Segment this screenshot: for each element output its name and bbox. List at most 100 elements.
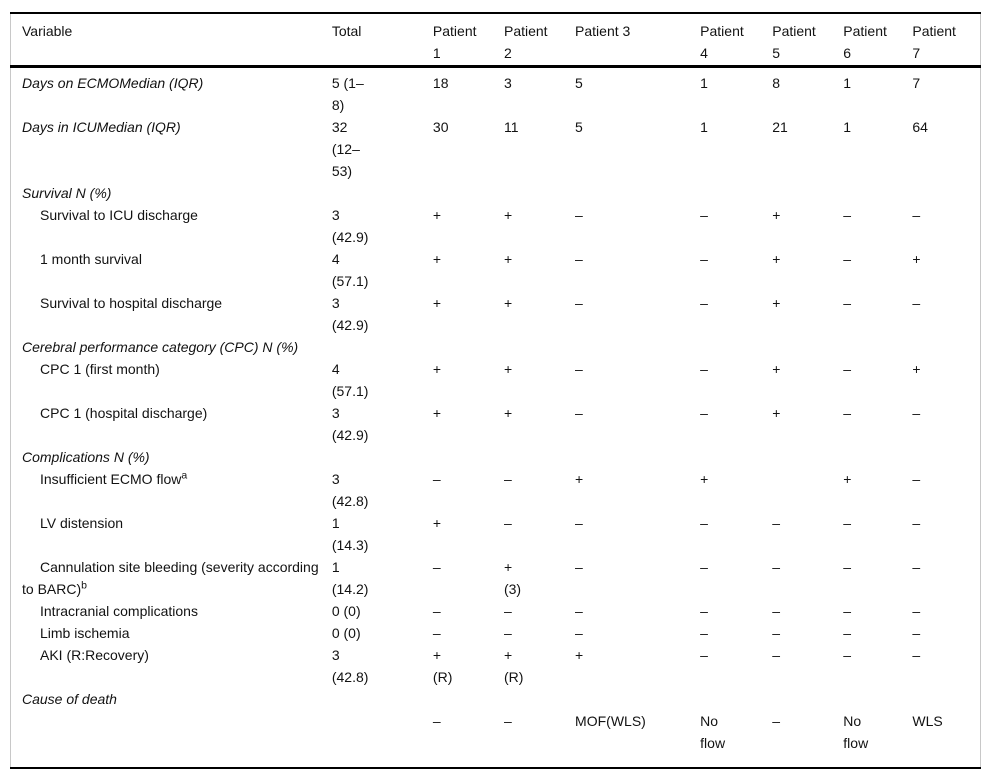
total-cell: 5 (1– 8): [331, 75, 364, 113]
row-label: Days on ECMOMedian (IQR): [11, 67, 332, 117]
patient-5-cell: +: [772, 405, 781, 421]
patient-7-cell: –: [912, 647, 921, 663]
row-label: Survival to ICU discharge: [11, 204, 332, 248]
row-label-text: 1 month survival: [40, 251, 142, 267]
column-header-variable: Variable: [22, 23, 73, 39]
section-row: Complications N (%): [11, 446, 981, 468]
patient-2-cell: +: [503, 251, 513, 267]
row-label: [11, 710, 332, 768]
patient-4-cell: –: [700, 603, 708, 619]
row-label-text: Insufficient ECMO flow: [40, 471, 182, 487]
table-row: Intracranial complications 0 (0) – – – – – – –: [11, 600, 981, 622]
patient-7-cell: 7: [912, 75, 921, 91]
column-header-patient-5: Patient 5: [772, 23, 816, 61]
table-row: CPC 1 (first month) 4 (57.1) + + – – + – +: [11, 358, 981, 402]
patient-1-cell: –: [432, 603, 441, 619]
section-label: Cause of death: [22, 691, 117, 707]
row-label-text: Survival to ICU discharge: [40, 207, 198, 223]
patient-7-cell: WLS: [912, 713, 943, 729]
patient-4-cell: –: [700, 647, 708, 663]
patient-7-cell: +: [912, 251, 921, 267]
patient-6-cell: 1: [843, 75, 852, 91]
patient-2-cell: –: [503, 515, 512, 531]
patient-3-cell: –: [575, 207, 583, 223]
total-cell: 4 (57.1): [331, 361, 369, 399]
patient-5-cell: –: [772, 713, 781, 729]
total-cell: 0 (0): [331, 603, 361, 619]
patient-5-cell: –: [772, 515, 781, 531]
row-label: Cannulation site bleeding (severity acco…: [11, 556, 332, 600]
row-label-text: AKI (R:Recovery): [40, 647, 149, 663]
patient-5-cell: –: [772, 625, 781, 641]
patient-3-cell: –: [575, 603, 583, 619]
patient-6-cell: –: [843, 251, 852, 267]
total-cell: 3 (42.8): [331, 647, 369, 685]
patient-3-cell: –: [575, 295, 583, 311]
row-label: Insufficient ECMO flowa: [11, 468, 332, 512]
section-label: Cerebral performance category (CPC) N (%…: [22, 339, 299, 355]
patient-6-cell: –: [843, 207, 852, 223]
table-row: Cannulation site bleeding (severity acco…: [11, 556, 981, 600]
patient-1-cell: +: [432, 405, 442, 421]
patient-1-cell: –: [432, 625, 441, 641]
patient-1-cell: + (R): [432, 647, 453, 685]
patient-4-cell: –: [700, 515, 708, 531]
patient-3-cell: –: [575, 405, 583, 421]
total-cell: 3 (42.9): [331, 207, 369, 245]
patient-5-cell: 8: [772, 75, 781, 91]
patient-1-cell: +: [432, 251, 442, 267]
patient-4-cell: –: [700, 295, 708, 311]
table-row: CPC 1 (hospital discharge) 3 (42.9) + + – – + –…: [11, 402, 981, 446]
patient-2-cell: +: [503, 405, 513, 421]
patient-2-cell: +: [503, 361, 513, 377]
row-label: LV distension: [11, 512, 332, 556]
section-row: Cerebral performance category (CPC) N (%…: [11, 336, 981, 358]
patient-6-cell: –: [843, 603, 852, 619]
row-label-text: Intracranial complications: [40, 603, 198, 619]
row-label-text: Survival to hospital discharge: [40, 295, 223, 311]
table-row: Survival to hospital discharge 3 (42.9) + +…: [11, 292, 981, 336]
patient-1-cell: –: [432, 471, 441, 487]
table-row: Survival to ICU discharge 3 (42.9) + + – – + – –: [11, 204, 981, 248]
patient-7-cell: –: [912, 625, 921, 641]
row-label-text: Days on ECMOMedian (IQR): [22, 75, 204, 91]
table-header: Variable Total Patient 1 Patient 2 Patie…: [10, 13, 981, 67]
patient-6-cell: –: [843, 295, 852, 311]
patient-2-cell: 11: [503, 119, 519, 135]
patient-2-cell: +: [503, 207, 513, 223]
patient-4-cell: 1: [700, 75, 708, 91]
header-row: Variable Total Patient 1 Patient 2 Patie…: [10, 13, 981, 67]
patient-6-cell: 1: [843, 119, 852, 135]
row-label: 1 month survival: [11, 248, 332, 292]
patient-1-cell: +: [432, 361, 442, 377]
outcomes-table-container: Variable Total Patient 1 Patient 2 Patie…: [10, 12, 981, 769]
row-label-text: Days in ICUMedian (IQR): [22, 119, 181, 135]
footnote-marker: b: [81, 579, 87, 592]
row-label-text: CPC 1 (first month): [40, 361, 160, 377]
patient-6-cell: –: [843, 515, 852, 531]
table-row: Insufficient ECMO flowa 3 (42.8) – – + + + –: [11, 468, 981, 512]
patient-2-cell: +: [503, 295, 513, 311]
patient-3-cell: 5: [575, 75, 583, 91]
patient-4-cell: –: [700, 361, 708, 377]
patient-7-cell: –: [912, 207, 921, 223]
patient-3-cell: –: [575, 361, 583, 377]
patient-1-cell: +: [432, 515, 442, 531]
patient-5-cell: +: [772, 295, 781, 311]
patient-2-cell: + (R): [503, 647, 524, 685]
patient-2-cell: –: [503, 713, 512, 729]
patient-5-cell: 21: [772, 119, 788, 135]
row-label: CPC 1 (hospital discharge): [11, 402, 332, 446]
patient-2-cell: 3: [503, 75, 512, 91]
patient-3-cell: +: [575, 647, 584, 663]
column-header-patient-3: Patient 3: [575, 23, 631, 39]
row-label-text: LV distension: [40, 515, 124, 531]
total-cell: 0 (0): [331, 625, 361, 641]
patient-4-cell: +: [700, 471, 709, 487]
table-row: – – MOF(WLS) No flow – No flow WLS: [11, 710, 981, 768]
patient-5-cell: –: [772, 647, 781, 663]
row-label: CPC 1 (first month): [11, 358, 332, 402]
patient-3-cell: –: [575, 559, 583, 575]
patient-3-cell: –: [575, 625, 583, 641]
patient-1-cell: +: [432, 295, 442, 311]
